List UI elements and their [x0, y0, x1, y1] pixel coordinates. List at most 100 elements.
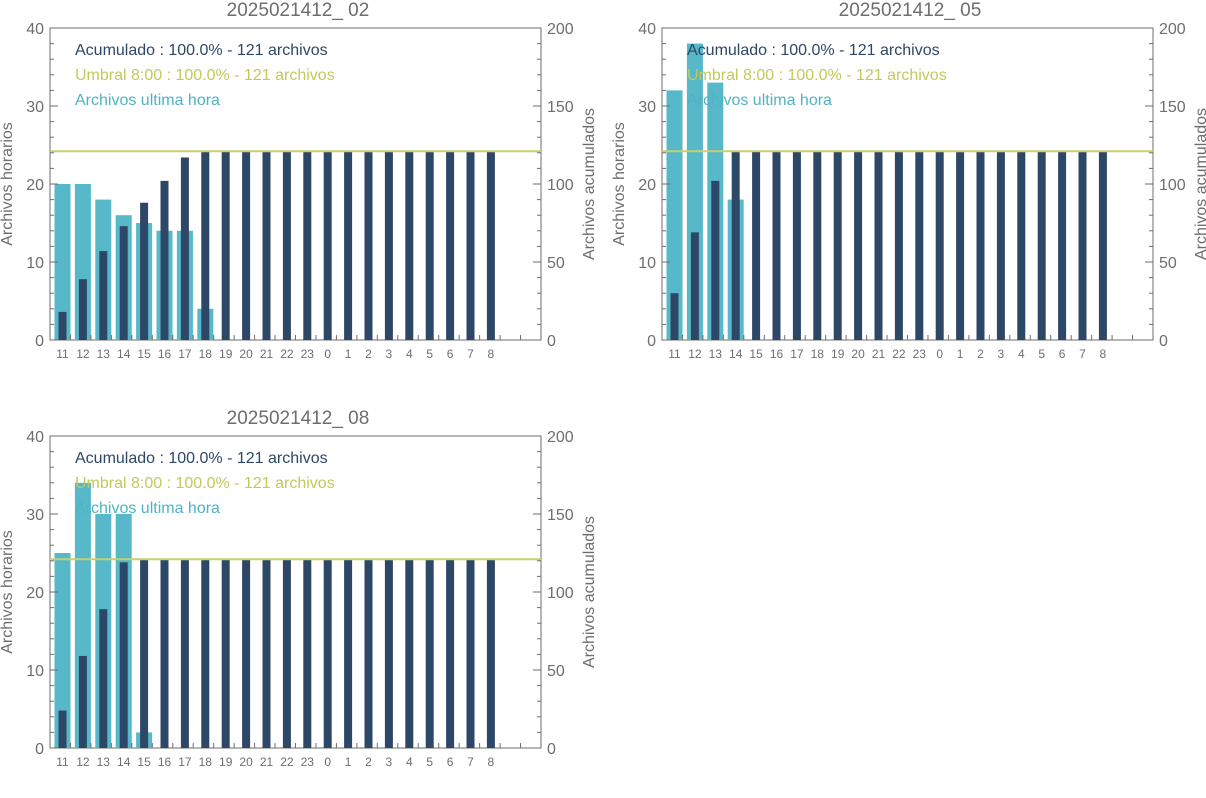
ytick-left-label: 10 — [26, 663, 44, 680]
ytick-left-label: 20 — [638, 177, 656, 194]
bar-cumulative-3 — [384, 151, 393, 340]
xtick-label-6: 6 — [447, 755, 454, 769]
xtick-label-14: 14 — [117, 755, 131, 769]
bar-cumulative-22 — [894, 151, 903, 340]
ytick-left-label: 20 — [26, 585, 44, 602]
xtick-label-17: 17 — [178, 347, 192, 361]
xtick-label-8: 8 — [1100, 347, 1107, 361]
ytick-right-label: 100 — [547, 177, 574, 194]
bar-cumulative-1 — [344, 559, 353, 748]
xtick-label-19: 19 — [831, 347, 845, 361]
bar-cumulative-18 — [201, 559, 210, 748]
bar-cumulative-15 — [752, 151, 761, 340]
bar-cumulative-11 — [58, 710, 67, 748]
bar-cumulative-11 — [670, 293, 679, 340]
bar-cumulative-19 — [833, 151, 842, 340]
xtick-label-17: 17 — [790, 347, 804, 361]
xtick-label-5: 5 — [1038, 347, 1045, 361]
legend-cumulative: Acumulado : 100.0% - 121 archivos — [75, 450, 328, 467]
bar-cumulative-17 — [180, 157, 189, 340]
bar-cumulative-22 — [282, 151, 291, 340]
bar-cumulative-20 — [242, 559, 251, 748]
bar-cumulative-3 — [384, 559, 393, 748]
bar-cumulative-2 — [364, 559, 373, 748]
ytick-left-label: 0 — [35, 333, 44, 350]
xtick-label-4: 4 — [1018, 347, 1025, 361]
ytick-right-label: 0 — [547, 333, 556, 350]
xtick-label-18: 18 — [811, 347, 825, 361]
xtick-label-4: 4 — [406, 755, 413, 769]
xtick-label-1: 1 — [345, 755, 352, 769]
bar-cumulative-7 — [1078, 151, 1087, 340]
xtick-label-13: 13 — [97, 347, 111, 361]
xtick-label-8: 8 — [488, 755, 495, 769]
legend-cumulative: Acumulado : 100.0% - 121 archivos — [75, 42, 328, 59]
bar-cumulative-18 — [813, 151, 822, 340]
xtick-label-12: 12 — [688, 347, 702, 361]
ylabel-left: Archivos horarios — [611, 122, 628, 246]
xtick-label-0: 0 — [936, 347, 943, 361]
ylabel-left: Archivos horarios — [0, 122, 16, 246]
bar-cumulative-13 — [99, 609, 108, 748]
bar-cumulative-12 — [690, 232, 699, 340]
xtick-label-7: 7 — [467, 755, 474, 769]
xtick-label-7: 7 — [1079, 347, 1086, 361]
bar-cumulative-8 — [486, 151, 495, 340]
bar-cumulative-13 — [99, 251, 108, 340]
ytick-left-label: 20 — [26, 177, 44, 194]
xtick-label-23: 23 — [301, 347, 315, 361]
bar-cumulative-7 — [466, 151, 475, 340]
bar-cumulative-6 — [446, 559, 455, 748]
ytick-left-label: 30 — [26, 507, 44, 524]
ytick-right-label: 200 — [547, 21, 574, 38]
ytick-right-label: 150 — [1159, 99, 1186, 116]
ytick-right-label: 150 — [547, 99, 574, 116]
bar-cumulative-12 — [78, 655, 87, 748]
bar-hourly-11 — [666, 90, 683, 341]
xtick-label-22: 22 — [280, 347, 294, 361]
xtick-label-12: 12 — [76, 755, 90, 769]
legend-hourly: Archivos ultima hora — [75, 500, 220, 517]
ytick-right-label: 50 — [1159, 255, 1177, 272]
ytick-left-label: 30 — [638, 99, 656, 116]
xtick-label-20: 20 — [239, 755, 253, 769]
bar-cumulative-23 — [915, 151, 924, 340]
legend-hourly: Archivos ultima hora — [75, 92, 220, 109]
xtick-label-11: 11 — [56, 347, 69, 361]
bar-cumulative-5 — [425, 151, 434, 340]
ytick-left-label: 0 — [647, 333, 656, 350]
chart-title: 2025021412_ 02 — [226, 0, 370, 21]
bar-cumulative-0 — [935, 151, 944, 340]
ylabel-right: Archivos acumulados — [581, 516, 598, 668]
ytick-right-label: 100 — [547, 585, 574, 602]
bar-cumulative-6 — [446, 151, 455, 340]
bar-cumulative-17 — [180, 559, 189, 748]
xtick-label-13: 13 — [709, 347, 723, 361]
bar-cumulative-7 — [466, 559, 475, 748]
xtick-label-1: 1 — [957, 347, 964, 361]
xtick-label-3: 3 — [998, 347, 1005, 361]
bar-cumulative-3 — [996, 151, 1005, 340]
ytick-left-label: 30 — [26, 99, 44, 116]
bar-cumulative-16 — [772, 151, 781, 340]
ytick-left-label: 40 — [26, 429, 44, 446]
chart-title: 2025021412_ 08 — [226, 408, 370, 429]
bar-cumulative-4 — [405, 151, 414, 340]
xtick-label-16: 16 — [158, 755, 172, 769]
legend-cumulative: Acumulado : 100.0% - 121 archivos — [687, 42, 940, 59]
legend-hourly: Archivos ultima hora — [687, 92, 832, 109]
ytick-right-label: 100 — [1159, 177, 1186, 194]
bar-cumulative-8 — [1098, 151, 1107, 340]
xtick-label-7: 7 — [467, 347, 474, 361]
xtick-label-21: 21 — [260, 347, 274, 361]
bar-hourly-11 — [54, 553, 71, 748]
bar-cumulative-20 — [854, 151, 863, 340]
xtick-label-23: 23 — [301, 755, 315, 769]
xtick-label-20: 20 — [851, 347, 865, 361]
xtick-label-15: 15 — [137, 347, 151, 361]
ytick-left-label: 40 — [26, 21, 44, 38]
xtick-label-16: 16 — [770, 347, 784, 361]
ytick-left-label: 10 — [26, 255, 44, 272]
